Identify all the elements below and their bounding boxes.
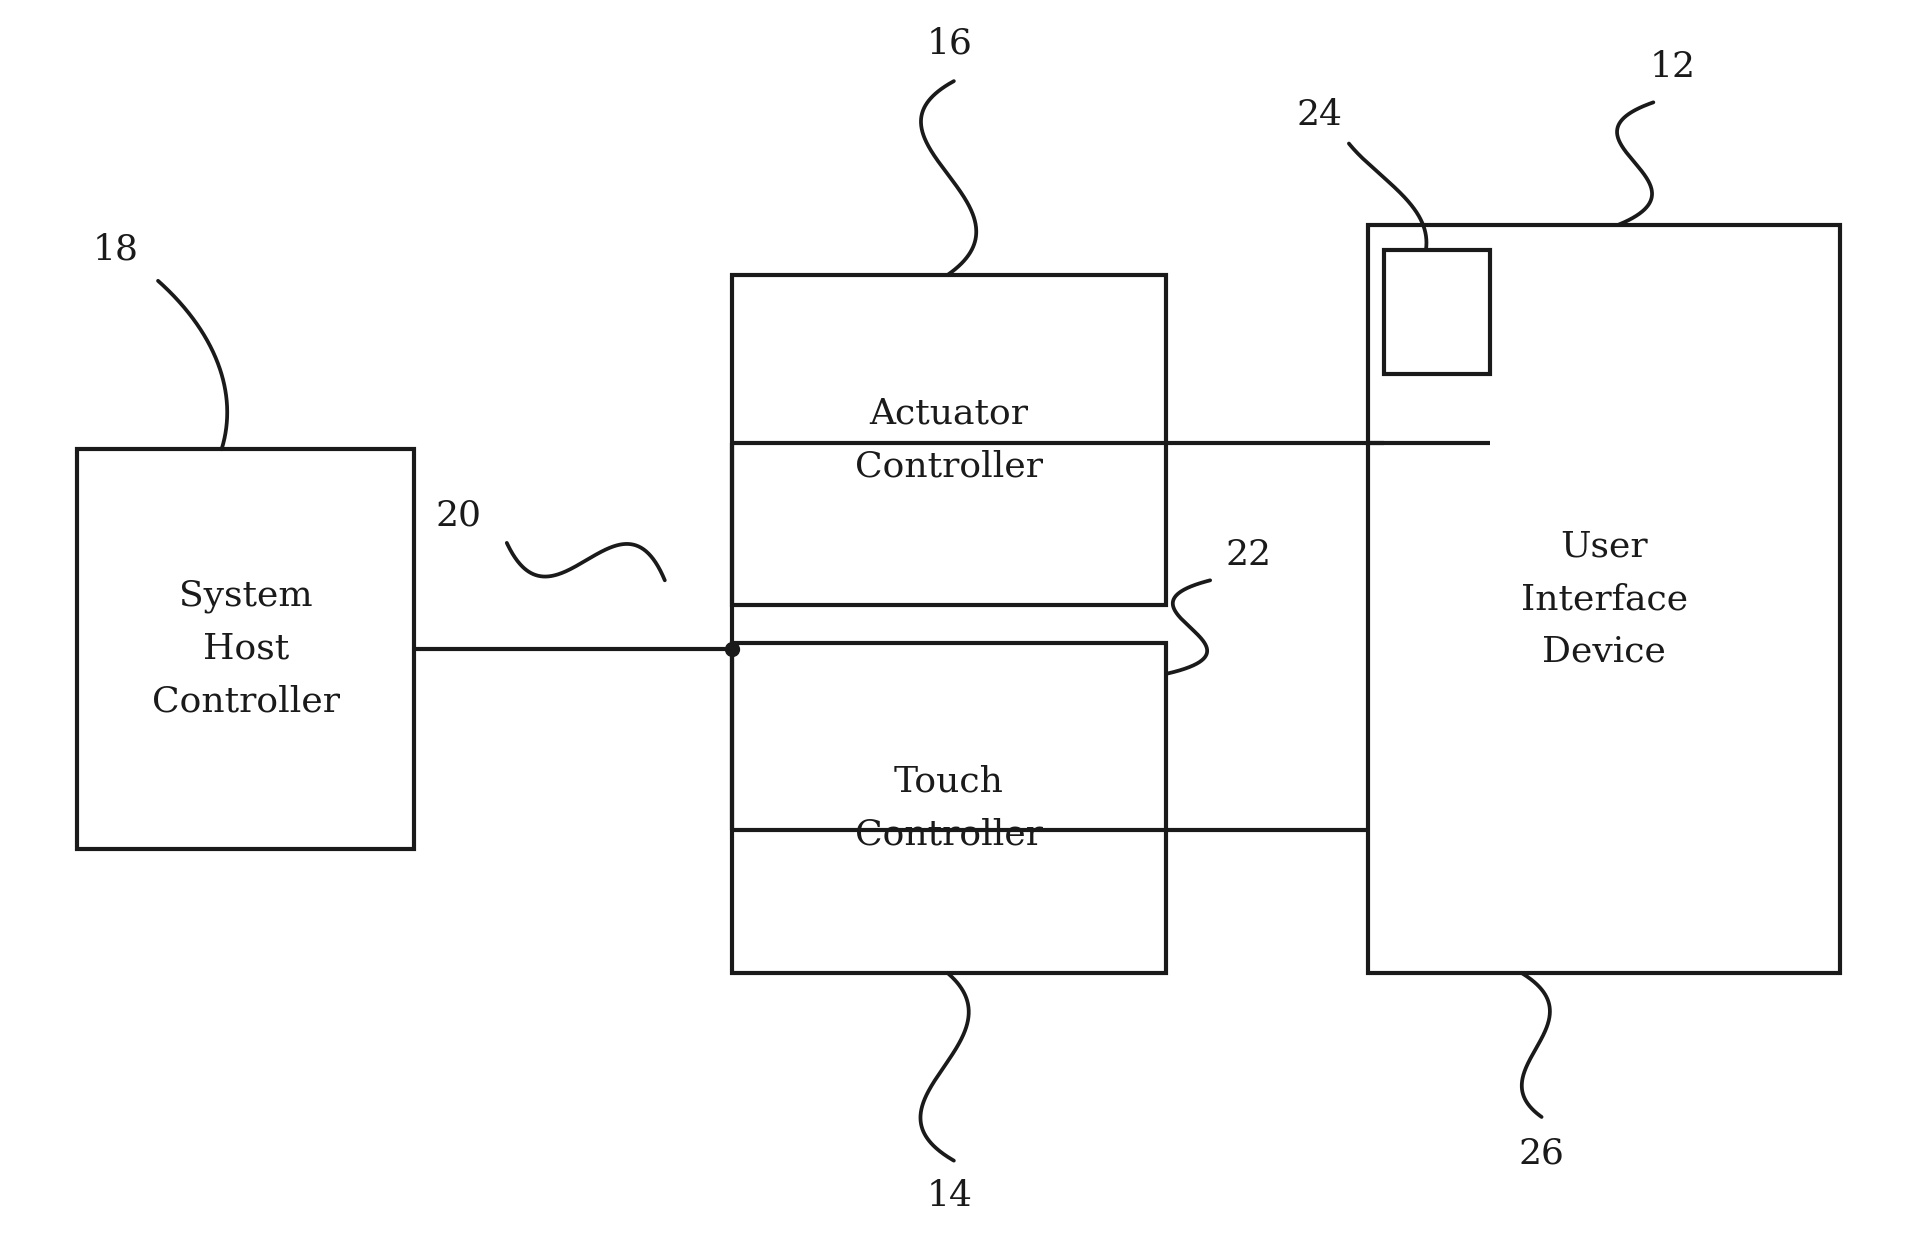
Bar (77, 449, 414, 849)
Text: 14: 14 (927, 1178, 973, 1213)
Text: 16: 16 (927, 26, 973, 61)
Text: 24: 24 (1297, 97, 1343, 132)
Text: 22: 22 (1226, 538, 1272, 573)
Text: 18: 18 (92, 232, 139, 267)
Text: 12: 12 (1650, 50, 1696, 85)
Text: Touch
Controller: Touch Controller (856, 765, 1043, 851)
Bar (1384, 250, 1490, 374)
Text: 20: 20 (436, 498, 482, 533)
Text: 26: 26 (1518, 1136, 1565, 1171)
Bar (732, 275, 1166, 605)
Text: User
Interface
Device: User Interface Device (1520, 529, 1688, 669)
Text: System
Host
Controller: System Host Controller (152, 579, 339, 719)
Bar (732, 643, 1166, 973)
Bar (1368, 225, 1840, 973)
Text: Actuator
Controller: Actuator Controller (856, 397, 1043, 483)
